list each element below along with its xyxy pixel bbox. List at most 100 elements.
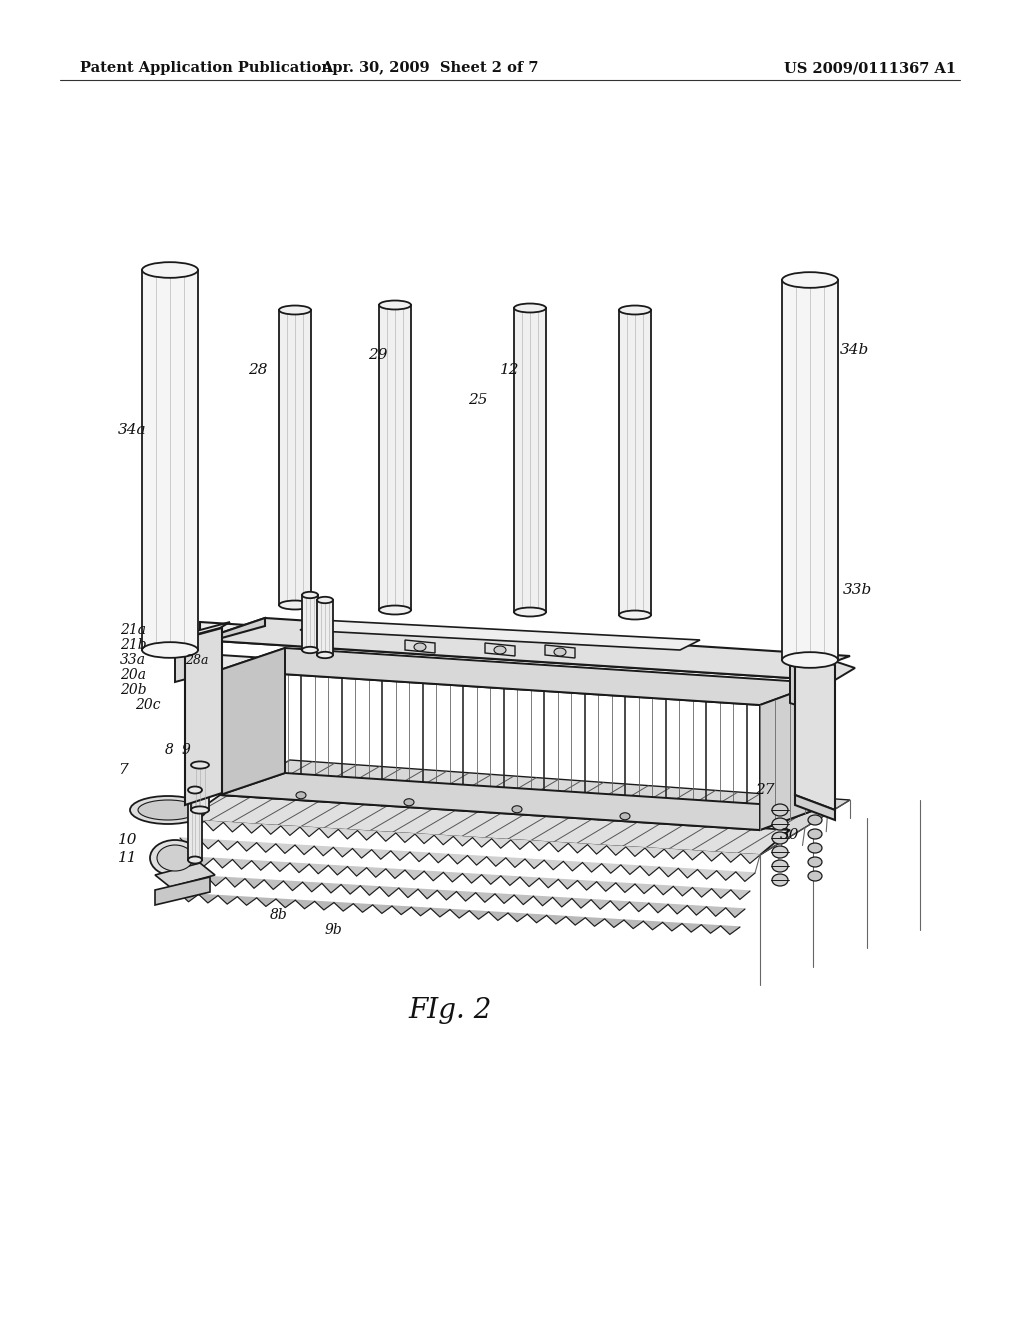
Polygon shape [545,645,575,657]
Ellipse shape [414,643,426,651]
Polygon shape [175,855,750,899]
Ellipse shape [554,648,566,656]
Polygon shape [790,653,855,680]
Polygon shape [220,780,760,830]
Text: 25: 25 [468,393,487,407]
Ellipse shape [772,832,788,843]
Ellipse shape [812,685,822,692]
Polygon shape [279,310,311,605]
Ellipse shape [296,792,306,799]
Text: 30: 30 [780,828,800,842]
Text: 21b: 21b [120,638,146,652]
Polygon shape [175,628,220,682]
Polygon shape [379,305,411,610]
Polygon shape [155,876,210,906]
Ellipse shape [188,857,202,863]
Polygon shape [200,618,850,678]
Ellipse shape [379,301,411,309]
Ellipse shape [188,787,202,793]
Ellipse shape [191,762,209,768]
Text: 12: 12 [500,363,519,378]
Polygon shape [795,649,835,810]
Ellipse shape [808,814,822,825]
Ellipse shape [772,818,788,830]
Text: 28: 28 [248,363,267,378]
Polygon shape [790,665,835,718]
Text: FIg. 2: FIg. 2 [409,997,492,1023]
Ellipse shape [808,857,822,867]
Ellipse shape [404,799,414,805]
Polygon shape [168,874,745,917]
Polygon shape [795,795,835,820]
Ellipse shape [150,840,200,876]
Text: US 2009/0111367 A1: US 2009/0111367 A1 [784,61,956,75]
Ellipse shape [772,861,788,873]
Text: 33b: 33b [843,583,872,597]
Ellipse shape [142,263,198,277]
Polygon shape [200,622,790,678]
Ellipse shape [620,813,630,820]
Ellipse shape [191,651,203,659]
Text: 8b: 8b [270,908,288,921]
Text: 20c: 20c [135,698,161,711]
Text: 10: 10 [118,833,137,847]
Polygon shape [160,892,740,935]
Polygon shape [191,766,209,810]
Polygon shape [760,682,820,830]
Text: 21a: 21a [120,623,146,638]
Ellipse shape [279,601,311,610]
Polygon shape [300,620,700,649]
Polygon shape [155,863,215,887]
Ellipse shape [618,611,651,619]
Ellipse shape [317,597,333,603]
Ellipse shape [191,807,209,813]
Text: 34b: 34b [840,343,869,356]
Ellipse shape [279,305,311,314]
Polygon shape [200,618,265,644]
Polygon shape [618,310,651,615]
Text: 9: 9 [182,743,190,756]
Ellipse shape [157,845,193,871]
Polygon shape [185,795,790,855]
Text: 27: 27 [755,783,774,797]
Ellipse shape [808,871,822,880]
Polygon shape [317,601,333,655]
Polygon shape [185,628,222,805]
Text: 11: 11 [118,851,137,865]
Text: 20a: 20a [120,668,146,682]
Polygon shape [220,648,285,795]
Ellipse shape [514,607,546,616]
Text: 7: 7 [118,763,128,777]
Polygon shape [185,820,760,863]
Ellipse shape [618,305,651,314]
Polygon shape [220,648,820,705]
Text: Patent Application Publication: Patent Application Publication [80,61,332,75]
Ellipse shape [808,829,822,840]
Ellipse shape [494,645,506,653]
Polygon shape [782,280,838,660]
Polygon shape [142,271,198,649]
Text: 34a: 34a [118,422,146,437]
Polygon shape [514,308,546,612]
Ellipse shape [130,796,206,824]
Ellipse shape [772,804,788,816]
Text: 29: 29 [368,348,387,362]
Ellipse shape [808,843,822,853]
Polygon shape [175,622,230,640]
Polygon shape [220,774,820,830]
Text: 28a: 28a [185,653,209,667]
Polygon shape [406,640,435,653]
Text: 8: 8 [165,743,174,756]
Ellipse shape [772,874,788,886]
Ellipse shape [782,272,838,288]
Ellipse shape [379,606,411,615]
Ellipse shape [138,800,198,820]
Ellipse shape [302,591,318,598]
Ellipse shape [317,652,333,659]
Polygon shape [302,595,318,649]
Polygon shape [180,838,755,882]
Polygon shape [185,760,850,855]
Text: 20b: 20b [120,682,146,697]
Text: Apr. 30, 2009  Sheet 2 of 7: Apr. 30, 2009 Sheet 2 of 7 [322,61,539,75]
Ellipse shape [514,304,546,313]
